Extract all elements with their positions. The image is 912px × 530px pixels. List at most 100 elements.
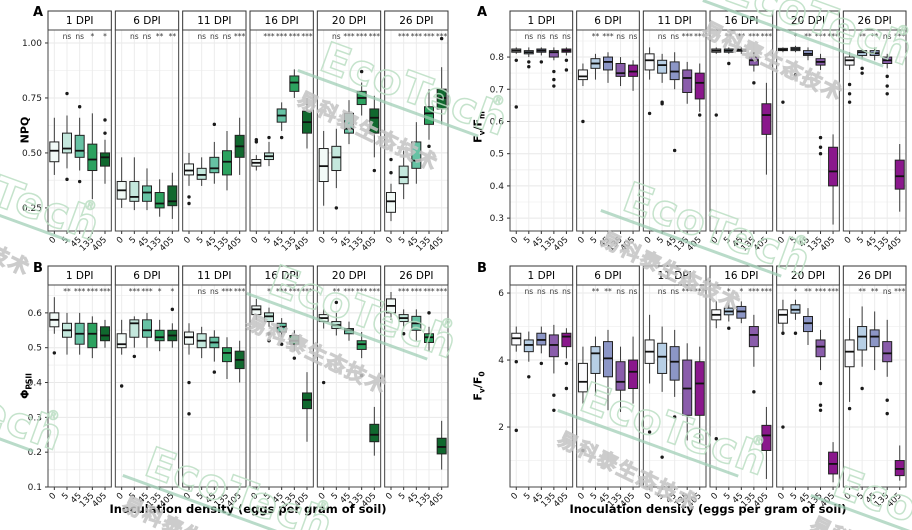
y-axis-label-phi-psii: ΦPSII (18, 373, 33, 399)
y-tick-label: 0.1 (28, 483, 42, 493)
boxplot-density-405 (761, 406, 772, 479)
x-tick-label: 0 (48, 235, 59, 246)
x-tick-label: 405 (552, 235, 571, 254)
ylabel-text: /F (471, 118, 485, 131)
significance-label: *** (894, 32, 906, 41)
boxplot-density-405 (167, 307, 178, 348)
boxplot-density-45 (74, 105, 85, 184)
x-tick-label: 0 (843, 491, 854, 502)
significance-label: *** (411, 287, 423, 296)
outlier-point (65, 91, 69, 96)
significance-label: *** (356, 32, 368, 41)
boxplot-density-5 (331, 128, 342, 210)
outlier-point (514, 58, 518, 62)
boxplot-density-5 (523, 331, 534, 379)
boxplot-density-405 (100, 118, 110, 184)
facet-strip-label: 6 DPI (594, 270, 622, 282)
boxplot-density-0 (184, 152, 194, 206)
significance-label: *** (694, 32, 706, 41)
outlier-point (860, 66, 864, 71)
y-tick-label: 0.5 (28, 344, 42, 354)
boxplot-density-0 (511, 326, 522, 433)
outlier-point (581, 448, 585, 453)
x-tick-label: 0 (709, 491, 720, 502)
outlier-point (793, 73, 798, 77)
x-tick-label: 0 (48, 491, 59, 502)
outlier-point (647, 430, 652, 434)
outlier-point (267, 332, 271, 336)
y-tick-label: 1.00 (22, 39, 42, 49)
boxplot-density-405 (628, 60, 639, 91)
significance-label: ** (725, 32, 733, 41)
significance-label: * (103, 32, 107, 41)
y-axis-label-fv-fm: Fv/Fm (471, 111, 486, 143)
facet-strip-label: 11 DPI (197, 15, 231, 27)
boxplot-density-405 (302, 372, 312, 442)
significance-label: *** (748, 32, 760, 41)
x-tick-label: 0 (643, 491, 654, 502)
x-tick-label: 5 (789, 235, 800, 246)
outlier-point (552, 84, 556, 88)
x-tick-label: 0 (643, 235, 654, 246)
significance-label: * (727, 287, 731, 296)
boxplot-density-135 (682, 61, 693, 104)
boxplot-density-135 (87, 113, 98, 200)
boxplot-density-0 (511, 47, 522, 109)
boxplot-density-135 (748, 314, 759, 394)
boxplot-density-0 (577, 63, 588, 124)
y-tick-label: 0.2 (28, 448, 42, 458)
significance-label: *** (369, 32, 381, 41)
significance-label: ns (223, 32, 232, 41)
x-tick-label: 405 (685, 235, 704, 254)
boxplot-density-45 (142, 312, 152, 348)
significance-label: ns (658, 32, 667, 41)
y-tick-label: 0.3 (28, 413, 42, 423)
significance-label: *** (894, 287, 906, 296)
outlier-point (539, 60, 544, 64)
y-tick-label: 0.4 (490, 182, 505, 192)
boxplot-density-135 (815, 329, 826, 412)
significance-label: *** (221, 287, 233, 296)
significance-label: ns (524, 32, 533, 41)
outlier-point (187, 380, 191, 385)
boxplot-density-405 (234, 340, 245, 383)
outlier-point (818, 151, 823, 156)
outlier-point (427, 311, 431, 315)
outlier-point (254, 138, 259, 142)
y-tick-label: 0.4 (28, 379, 43, 389)
boxplot-density-5 (590, 336, 601, 396)
significance-label: * (170, 287, 174, 296)
outlier-point (552, 393, 556, 397)
boxplot-density-5 (129, 157, 140, 211)
significance-label: *** (815, 32, 827, 41)
boxplot-density-5 (723, 303, 734, 330)
boxplot-density-5 (62, 91, 72, 182)
significance-label: ** (858, 32, 866, 41)
outlier-point (267, 339, 271, 343)
significance-label: ** (738, 32, 746, 41)
significance-label: ns (210, 32, 219, 41)
x-tick-label: 5 (397, 235, 408, 246)
x-tick-label: 0 (250, 491, 261, 502)
significance-label: *** (141, 287, 153, 296)
significance-label: ns (883, 32, 892, 41)
significance-label: * (794, 287, 798, 296)
boxplot-density-0 (386, 157, 396, 222)
significance-label: *** (289, 32, 301, 41)
panel-letter-left-b: B (33, 261, 43, 276)
significance-label: *** (815, 287, 827, 296)
outlier-point (564, 386, 569, 391)
boxplot-density-45 (803, 308, 813, 345)
boxplot-density-405 (100, 319, 110, 348)
facet-strip-label: 16 DPI (265, 15, 299, 27)
outlier-point (334, 206, 339, 210)
panel-letter-right-a: A (477, 5, 488, 20)
boxplot-density-45 (276, 102, 287, 140)
outlier-point (389, 171, 393, 175)
